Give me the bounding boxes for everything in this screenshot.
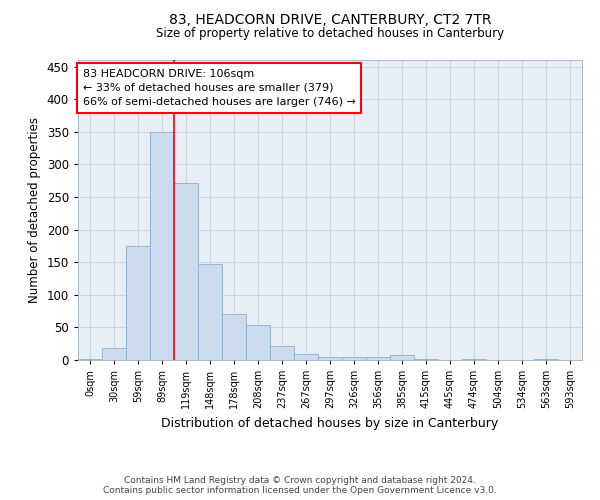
Bar xyxy=(270,346,294,360)
Bar xyxy=(318,356,342,360)
X-axis label: Distribution of detached houses by size in Canterbury: Distribution of detached houses by size … xyxy=(161,416,499,430)
Y-axis label: Number of detached properties: Number of detached properties xyxy=(28,117,41,303)
Bar xyxy=(78,358,102,360)
Bar xyxy=(342,356,366,360)
Bar xyxy=(174,182,198,360)
Bar xyxy=(294,354,318,360)
Bar xyxy=(390,356,414,360)
Text: Contains public sector information licensed under the Open Government Licence v3: Contains public sector information licen… xyxy=(103,486,497,495)
Bar xyxy=(246,325,270,360)
Bar xyxy=(198,264,222,360)
Bar xyxy=(126,246,150,360)
Bar xyxy=(150,132,174,360)
Bar xyxy=(102,348,126,360)
Bar xyxy=(534,358,558,360)
Bar xyxy=(366,356,390,360)
Text: 83 HEADCORN DRIVE: 106sqm
← 33% of detached houses are smaller (379)
66% of semi: 83 HEADCORN DRIVE: 106sqm ← 33% of detac… xyxy=(83,69,356,107)
Text: Contains HM Land Registry data © Crown copyright and database right 2024.: Contains HM Land Registry data © Crown c… xyxy=(124,476,476,485)
Text: Size of property relative to detached houses in Canterbury: Size of property relative to detached ho… xyxy=(156,28,504,40)
Bar xyxy=(222,314,246,360)
Bar xyxy=(414,358,438,360)
Bar xyxy=(462,358,486,360)
Text: 83, HEADCORN DRIVE, CANTERBURY, CT2 7TR: 83, HEADCORN DRIVE, CANTERBURY, CT2 7TR xyxy=(169,12,491,26)
